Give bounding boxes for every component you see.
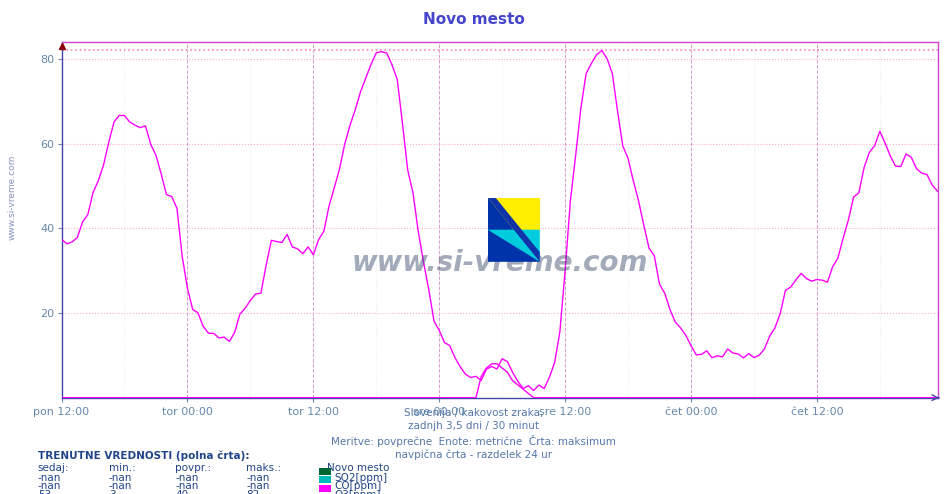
Text: TRENUTNE VREDNOSTI (polna črta):: TRENUTNE VREDNOSTI (polna črta): bbox=[38, 451, 249, 461]
Polygon shape bbox=[488, 198, 540, 262]
Text: www.si-vreme.com: www.si-vreme.com bbox=[8, 155, 17, 240]
Text: Meritve: povprečne  Enote: metrične  Črta: maksimum: Meritve: povprečne Enote: metrične Črta:… bbox=[331, 435, 616, 447]
Text: 3: 3 bbox=[109, 490, 116, 494]
Text: min.:: min.: bbox=[109, 463, 135, 473]
Polygon shape bbox=[488, 230, 540, 262]
Text: 40: 40 bbox=[175, 490, 188, 494]
Text: -nan: -nan bbox=[246, 481, 270, 491]
Text: -nan: -nan bbox=[38, 473, 62, 483]
Text: navpična črta - razdelek 24 ur: navpična črta - razdelek 24 ur bbox=[395, 449, 552, 459]
Text: O3[ppm]: O3[ppm] bbox=[334, 490, 381, 494]
Text: -nan: -nan bbox=[175, 473, 199, 483]
Text: maks.:: maks.: bbox=[246, 463, 281, 473]
Polygon shape bbox=[488, 198, 540, 230]
Text: Slovenija / kakovost zraka,: Slovenija / kakovost zraka, bbox=[403, 408, 544, 417]
Text: -nan: -nan bbox=[109, 473, 133, 483]
Text: 53: 53 bbox=[38, 490, 51, 494]
Text: zadnjh 3,5 dni / 30 minut: zadnjh 3,5 dni / 30 minut bbox=[408, 421, 539, 431]
Text: -nan: -nan bbox=[109, 481, 133, 491]
Text: 82: 82 bbox=[246, 490, 259, 494]
Text: CO[ppm]: CO[ppm] bbox=[334, 481, 382, 491]
Text: -nan: -nan bbox=[175, 481, 199, 491]
Text: -nan: -nan bbox=[38, 481, 62, 491]
Text: -nan: -nan bbox=[246, 473, 270, 483]
Text: Novo mesto: Novo mesto bbox=[422, 12, 525, 27]
Text: Novo mesto: Novo mesto bbox=[327, 463, 389, 473]
Text: povpr.:: povpr.: bbox=[175, 463, 211, 473]
Text: SO2[ppm]: SO2[ppm] bbox=[334, 473, 387, 483]
Text: sedaj:: sedaj: bbox=[38, 463, 69, 473]
Polygon shape bbox=[488, 198, 540, 262]
Text: www.si-vreme.com: www.si-vreme.com bbox=[351, 248, 648, 277]
